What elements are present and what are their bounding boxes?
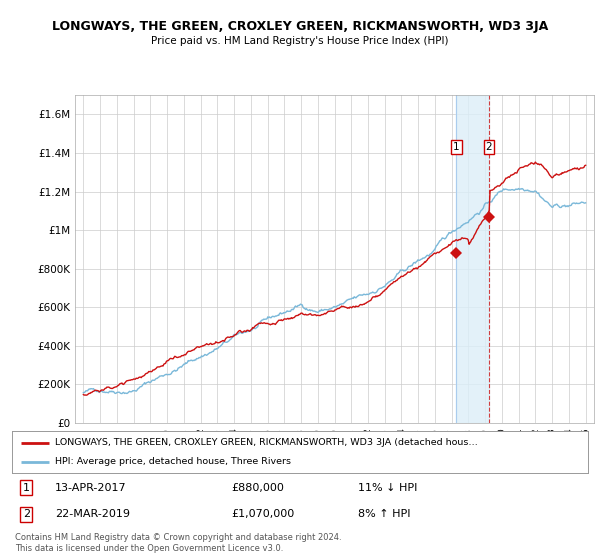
Text: Contains HM Land Registry data © Crown copyright and database right 2024.
This d: Contains HM Land Registry data © Crown c… [15, 533, 341, 553]
Text: 11% ↓ HPI: 11% ↓ HPI [358, 483, 417, 493]
Text: £880,000: £880,000 [231, 483, 284, 493]
Text: 13-APR-2017: 13-APR-2017 [55, 483, 127, 493]
Text: HPI: Average price, detached house, Three Rivers: HPI: Average price, detached house, Thre… [55, 458, 291, 466]
Text: LONGWAYS, THE GREEN, CROXLEY GREEN, RICKMANSWORTH, WD3 3JA: LONGWAYS, THE GREEN, CROXLEY GREEN, RICK… [52, 20, 548, 32]
Text: £1,070,000: £1,070,000 [231, 509, 294, 519]
Text: 1: 1 [23, 483, 30, 493]
Text: 22-MAR-2019: 22-MAR-2019 [55, 509, 130, 519]
Text: 2: 2 [23, 509, 30, 519]
Text: 8% ↑ HPI: 8% ↑ HPI [358, 509, 410, 519]
Text: 2: 2 [485, 142, 492, 152]
Text: 1: 1 [453, 142, 460, 152]
Text: LONGWAYS, THE GREEN, CROXLEY GREEN, RICKMANSWORTH, WD3 3JA (detached hous…: LONGWAYS, THE GREEN, CROXLEY GREEN, RICK… [55, 438, 478, 447]
Text: Price paid vs. HM Land Registry's House Price Index (HPI): Price paid vs. HM Land Registry's House … [151, 36, 449, 46]
Bar [457, 95, 489, 423]
